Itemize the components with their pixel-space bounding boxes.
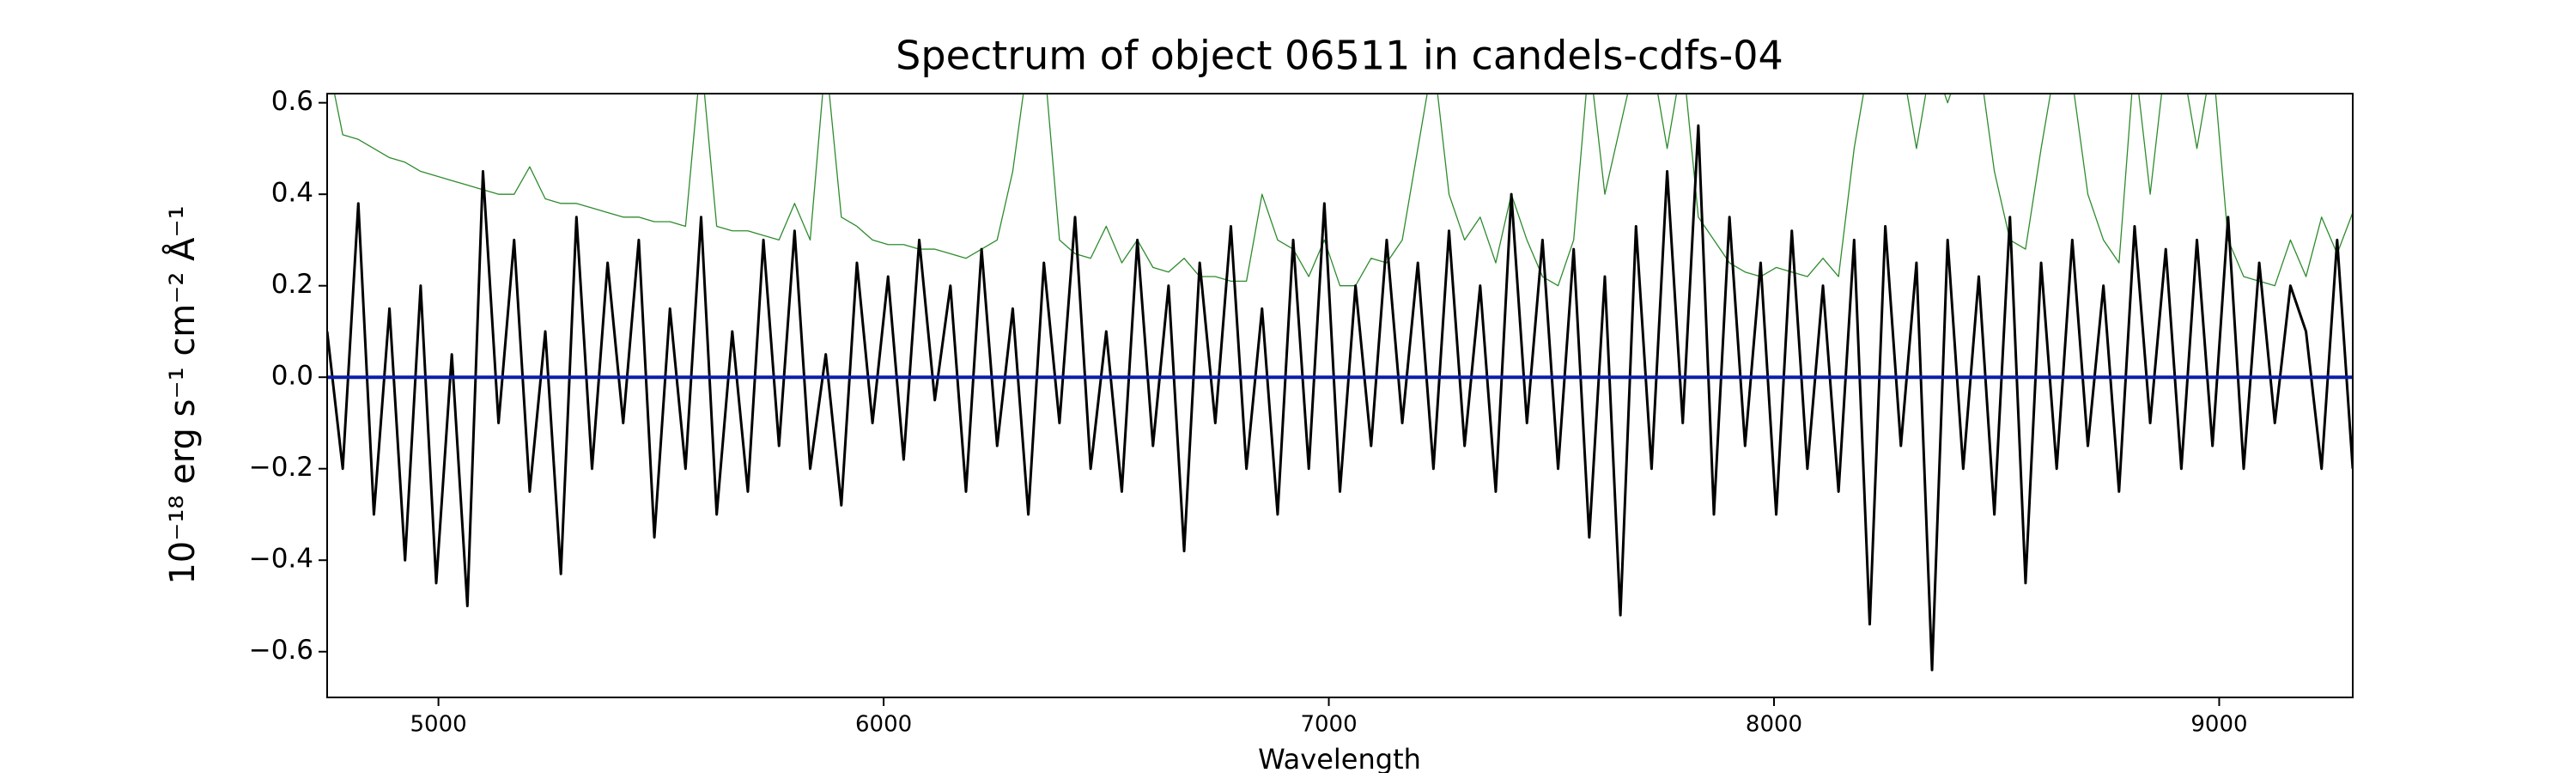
y-tick-label: 0.6	[271, 86, 313, 117]
x-tick-label: 9000	[2190, 712, 2247, 738]
x-tick-label: 5000	[410, 712, 467, 738]
chart-title: Spectrum of object 06511 in candels-cdfs…	[896, 33, 1783, 79]
x-tick-label: 6000	[855, 712, 912, 738]
y-tick-label: −0.4	[249, 544, 313, 575]
y-tick-label: 0.4	[271, 178, 313, 209]
plot-frame	[326, 93, 2354, 698]
y-tick-label: −0.6	[249, 635, 313, 666]
x-tick-label: 8000	[1746, 712, 1802, 738]
x-tick-label: 7000	[1300, 712, 1357, 738]
y-axis-label: 10⁻¹⁸ erg s⁻¹ cm⁻² Å⁻¹	[161, 205, 203, 584]
plot-area	[327, 94, 2353, 672]
y-tick-label: 0.2	[271, 269, 313, 300]
spectrum-line	[327, 124, 2353, 672]
y-tick-label: −0.2	[249, 452, 313, 483]
y-tick-label: 0.0	[271, 361, 313, 392]
x-axis-label: Wavelength	[1258, 743, 1421, 773]
spectrum-line	[333, 94, 2353, 287]
